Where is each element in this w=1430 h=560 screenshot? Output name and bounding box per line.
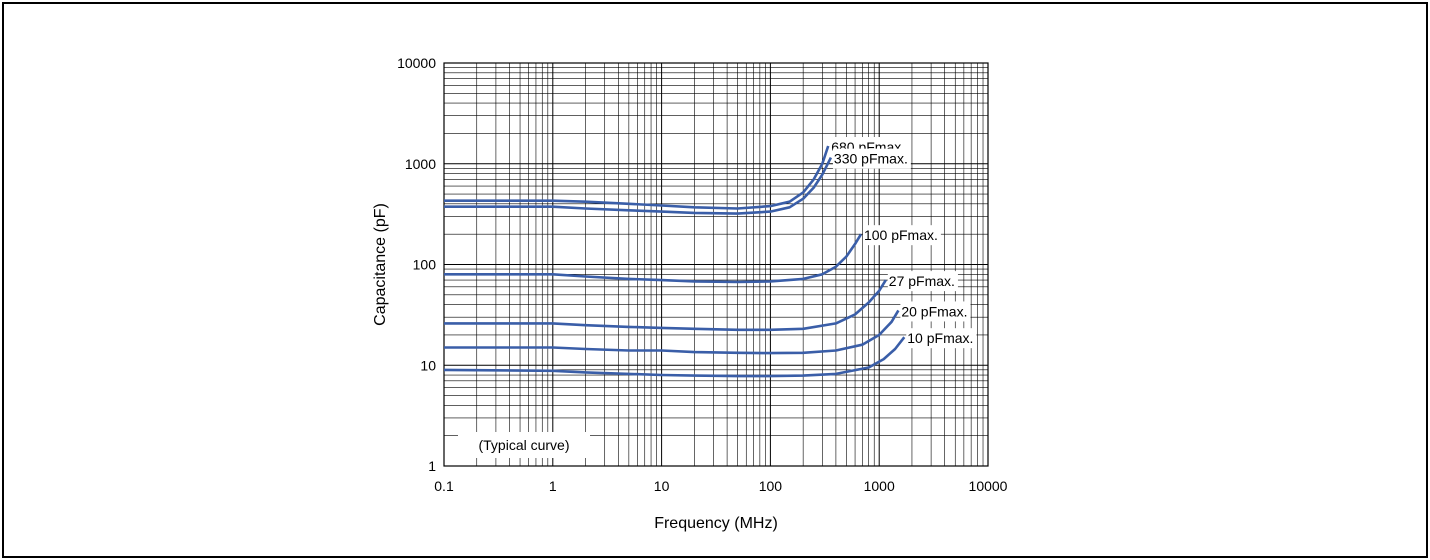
series-group <box>443 145 906 378</box>
x-tick-label: 1 <box>549 478 557 494</box>
chart-grid <box>443 63 988 467</box>
x-tick-label: 1000 <box>864 478 895 494</box>
plot-border <box>443 62 989 467</box>
x-tick-labels: 0.1 1 10 100 1000 10000 <box>434 478 1007 494</box>
series-line <box>444 145 830 210</box>
series-label-background <box>832 148 911 169</box>
y-tick-labels: 1 10 100 1000 10000 <box>397 55 436 474</box>
x-tick-label: 10000 <box>969 478 1008 494</box>
x-tick-label: 10 <box>654 478 670 494</box>
x-axis-label: Frequency (MHz) <box>654 515 778 532</box>
series-line <box>444 233 863 284</box>
series-label-background <box>900 301 971 322</box>
series-line <box>444 279 887 332</box>
typical-curve-note: (Typical curve) <box>478 437 569 453</box>
series-line <box>444 157 833 215</box>
series-line <box>444 309 900 355</box>
series-label-group: 680 pFmax.330 pFmax.100 pFmax.27 pFmax.2… <box>830 137 977 349</box>
y-tick-label: 1 <box>428 458 436 474</box>
series-line <box>443 336 906 378</box>
series-label: 10 pFmax. <box>907 330 973 346</box>
series-label: 330 pFmax. <box>834 151 908 167</box>
y-tick-label: 100 <box>413 257 437 273</box>
series-label: 100 pFmax. <box>864 227 938 243</box>
y-axis-label: Capacitance (pF) <box>372 203 389 326</box>
y-tick-label: 1000 <box>405 156 436 172</box>
series-label-background <box>887 271 958 292</box>
series-label: 27 pFmax. <box>889 273 955 289</box>
y-tick-label: 10000 <box>397 55 436 71</box>
x-tick-label: 0.1 <box>434 478 454 494</box>
series-label-background <box>906 328 977 349</box>
note-background <box>458 432 590 458</box>
series-label: 20 pFmax. <box>901 303 967 319</box>
x-tick-label: 100 <box>759 478 783 494</box>
series-label-background <box>862 225 941 246</box>
y-tick-label: 10 <box>420 357 436 373</box>
